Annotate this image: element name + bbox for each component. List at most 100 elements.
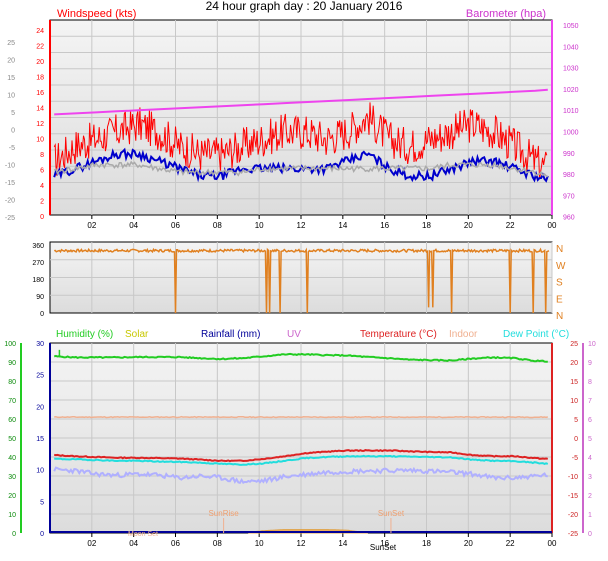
rain-tick-label: 20	[36, 404, 44, 411]
legend-uv: UV	[287, 329, 301, 340]
x-tick-label: 16	[380, 221, 389, 230]
direction-tick-label: 0	[40, 311, 44, 318]
wind-tick-label: 8	[40, 152, 44, 159]
x-tick-label: 04	[129, 539, 138, 548]
baro-axis-title: Barometer (hpa)	[466, 8, 546, 20]
wind-tick-label: 24	[36, 28, 44, 35]
annotation-sunset: SunSet	[378, 509, 405, 518]
wind-tick-label: 6	[40, 168, 44, 175]
series-wind-10min	[53, 160, 549, 178]
x-tick-label: 18	[422, 221, 431, 230]
annotation-sunset-axis: SunSet	[370, 543, 397, 552]
legend-solar: Solar	[125, 329, 149, 340]
wind-alt-tick-label: 15	[7, 75, 15, 82]
wind-alt-tick-label: 5	[11, 110, 15, 117]
x-tick-label: 22	[506, 221, 515, 230]
temp-tick-label: 25	[570, 341, 578, 348]
rain-tick-label: 25	[36, 373, 44, 380]
wind-alt-tick-label: 0	[11, 128, 15, 135]
rain-tick-label: 15	[36, 436, 44, 443]
annotation-moonset: Moon Set	[128, 531, 158, 538]
x-tick-label: 10	[255, 539, 264, 548]
wind-alt-tick-label: 25	[7, 40, 15, 47]
wind-tick-label: 20	[36, 59, 44, 66]
series-dew	[54, 454, 549, 466]
x-tick-label: 16	[380, 539, 389, 548]
wind-alt-tick-label: -15	[5, 180, 15, 187]
legend-rain: Rainfall (mm)	[201, 329, 260, 340]
x-tick-label: 10	[255, 221, 264, 230]
series-humidity	[53, 352, 548, 363]
x-tick-label: 00	[548, 221, 557, 230]
x-tick-label: 02	[87, 221, 96, 230]
wind-tick-label: 4	[40, 183, 44, 190]
direction-tick-label: 90	[36, 294, 44, 301]
page-title: 24 hour graph day : 20 January 2016	[205, 0, 403, 13]
wind-tick-label: 22	[36, 44, 44, 51]
baro-tick-label: 1050	[563, 23, 579, 30]
uv-tick-label: 9	[588, 360, 592, 367]
direction-compass-label: E	[556, 294, 563, 305]
series-temp	[54, 449, 548, 463]
direction-compass-label: N	[556, 244, 563, 255]
uv-tick-label: 10	[588, 341, 596, 348]
direction-tick-label: 270	[32, 260, 44, 267]
temp-tick-label: -25	[568, 531, 578, 538]
series-chill	[53, 466, 548, 485]
x-tick-label: 18	[422, 539, 431, 548]
direction-compass-label: S	[556, 278, 563, 289]
series-barometer	[54, 88, 548, 116]
uv-tick-label: 8	[588, 379, 592, 386]
temp-tick-label: 20	[570, 360, 578, 367]
uv-tick-label: 1	[588, 512, 592, 519]
humidity-tick-label: 40	[8, 455, 16, 462]
humidity-tick-label: 30	[8, 474, 16, 481]
x-tick-label: 12	[297, 539, 306, 548]
temp-tick-label: -20	[568, 512, 578, 519]
direction-tick-label: 180	[32, 277, 44, 284]
wind-tick-label: 0	[40, 214, 44, 221]
uv-tick-label: 4	[588, 455, 592, 462]
uv-tick-label: 0	[588, 531, 592, 538]
rain-tick-label: 30	[36, 341, 44, 348]
temp-tick-label: 10	[570, 398, 578, 405]
wind-alt-tick-label: 10	[7, 93, 15, 100]
baro-tick-label: 960	[563, 215, 575, 222]
humidity-tick-label: 90	[8, 360, 16, 367]
direction-tick-label: 360	[32, 243, 44, 250]
temp-tick-label: 15	[570, 379, 578, 386]
rain-tick-label: 10	[36, 468, 44, 475]
humidity-tick-label: 100	[4, 341, 16, 348]
x-tick-label: 02	[87, 539, 96, 548]
x-tick-label: 20	[464, 539, 473, 548]
x-tick-label: 12	[297, 221, 306, 230]
wind-tick-label: 10	[36, 137, 44, 144]
rain-tick-label: 0	[40, 531, 44, 538]
wind-alt-tick-label: -5	[9, 145, 15, 152]
humidity-tick-label: 70	[8, 398, 16, 405]
legend-humidity: Humidity (%)	[56, 329, 113, 340]
baro-tick-label: 980	[563, 172, 575, 179]
wind-tick-label: 16	[36, 90, 44, 97]
baro-tick-label: 1010	[563, 108, 579, 115]
temp-tick-label: -10	[568, 474, 578, 481]
annotation-sunrise: SunRise	[208, 509, 239, 518]
humidity-tick-label: 80	[8, 379, 16, 386]
baro-tick-label: 1030	[563, 66, 579, 73]
series-wind-gust	[53, 102, 548, 180]
humidity-tick-label: 20	[8, 493, 16, 500]
x-tick-label: 04	[129, 221, 138, 230]
temp-tick-label: 5	[574, 417, 578, 424]
uv-tick-label: 3	[588, 474, 592, 481]
uv-tick-label: 5	[588, 436, 592, 443]
uv-tick-label: 6	[588, 417, 592, 424]
x-tick-label: 00	[548, 539, 557, 548]
humidity-tick-label: 50	[8, 436, 16, 443]
temp-tick-label: -15	[568, 493, 578, 500]
direction-compass-label: W	[556, 261, 566, 272]
wind-alt-tick-label: -20	[5, 198, 15, 205]
wind-tick-label: 12	[36, 121, 44, 128]
baro-tick-label: 970	[563, 193, 575, 200]
x-tick-label: 08	[213, 539, 222, 548]
wind-alt-tick-label: -10	[5, 163, 15, 170]
